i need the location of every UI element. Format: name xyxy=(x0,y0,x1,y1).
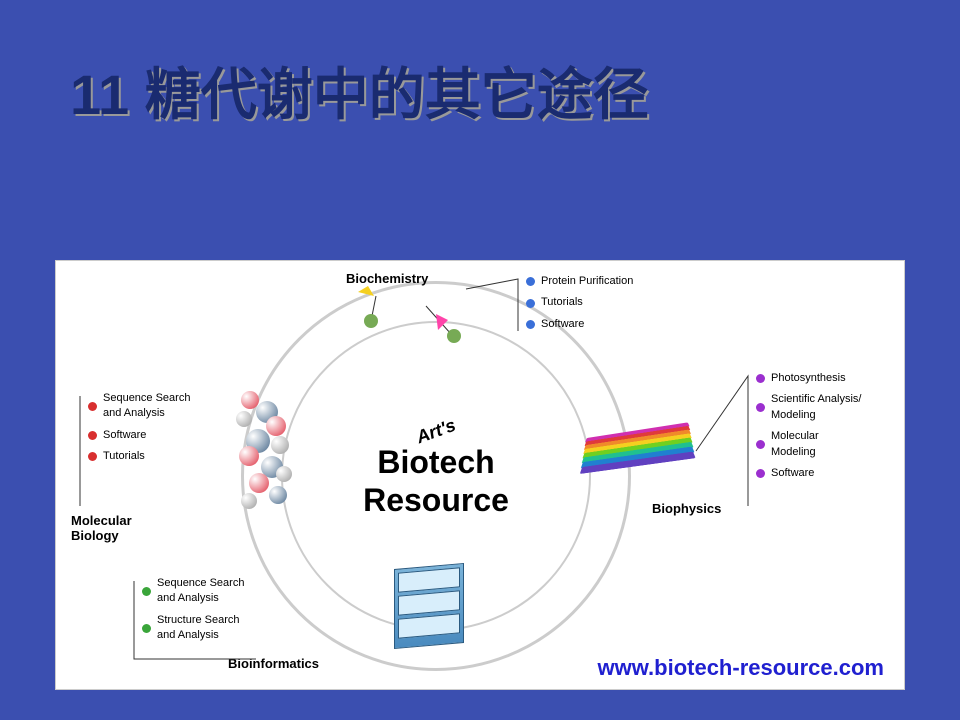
diagram-box: Art's Biotech Resource Biochemistry Mole… xyxy=(55,260,905,690)
legend-text: Photosynthesis xyxy=(771,371,846,386)
bullet-icon xyxy=(526,299,535,308)
legend-text: Sequence Search and Analysis xyxy=(103,391,190,422)
legend-text: Sequence Search and Analysis xyxy=(157,576,244,607)
legend-item: Tutorials xyxy=(526,295,633,310)
legend-text: Protein Purification xyxy=(541,274,633,289)
legend-item: Molecular Modeling xyxy=(756,429,861,460)
legend-top-right: Protein Purification Tutorials Software xyxy=(526,274,633,338)
url-text: www.biotech-resource.com xyxy=(598,655,884,681)
legend-text: Software xyxy=(771,466,814,481)
legend-right: Photosynthesis Scientific Analysis/ Model… xyxy=(756,371,861,487)
legend-text: Scientific Analysis/ Modeling xyxy=(771,392,861,423)
bullet-icon xyxy=(756,440,765,449)
bullet-icon xyxy=(88,402,97,411)
legend-text: Molecular Modeling xyxy=(771,429,819,460)
bullet-icon xyxy=(756,403,765,412)
legend-item: Software xyxy=(526,317,633,332)
bullet-icon xyxy=(88,431,97,440)
legend-item: Scientific Analysis/ Modeling xyxy=(756,392,861,423)
legend-text: Software xyxy=(103,428,146,443)
bullet-icon xyxy=(756,469,765,478)
legend-bottom-left: Sequence Search and Analysis Structure Se… xyxy=(142,576,244,650)
legend-text: Software xyxy=(541,317,584,332)
legend-item: Tutorials xyxy=(88,449,190,464)
bullet-icon xyxy=(526,320,535,329)
bullet-icon xyxy=(142,624,151,633)
bullet-icon xyxy=(88,452,97,461)
legend-item: Software xyxy=(88,428,190,443)
legend-text: Tutorials xyxy=(541,295,583,310)
bullet-icon xyxy=(756,374,765,383)
legend-item: Sequence Search and Analysis xyxy=(142,576,244,607)
legend-text: Structure Search and Analysis xyxy=(157,613,240,644)
legend-item: Structure Search and Analysis xyxy=(142,613,244,644)
legend-item: Sequence Search and Analysis xyxy=(88,391,190,422)
legend-item: Protein Purification xyxy=(526,274,633,289)
legend-text: Tutorials xyxy=(103,449,145,464)
legend-left: Sequence Search and Analysis Software Tuto… xyxy=(88,391,190,471)
slide-title: 11 糖代谢中的其它途径 xyxy=(0,0,960,131)
bullet-icon xyxy=(142,587,151,596)
bullet-icon xyxy=(526,277,535,286)
legend-item: Photosynthesis xyxy=(756,371,861,386)
legend-item: Software xyxy=(756,466,861,481)
